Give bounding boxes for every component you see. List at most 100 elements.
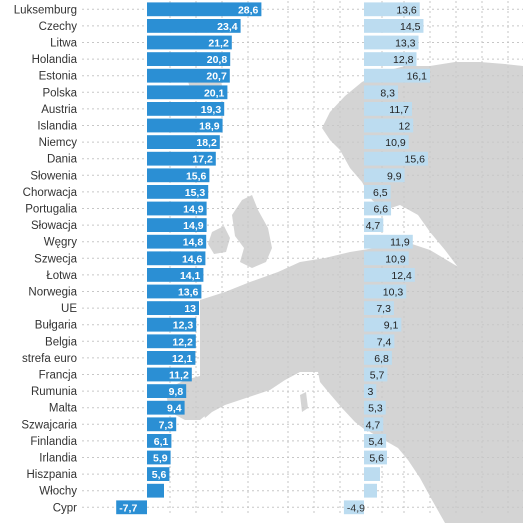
data-label-series-2: 12 <box>399 121 411 133</box>
data-label-series-2: 14,5 <box>400 21 421 33</box>
bar-series-1 <box>147 52 231 66</box>
category-label: Szwecja <box>34 253 77 265</box>
data-label-series-1: 12,2 <box>172 336 193 348</box>
data-label-series-2: 10,9 <box>385 253 406 265</box>
data-label-series-2: 9,9 <box>387 170 402 182</box>
bar-series-1 <box>147 185 209 199</box>
bar-series-2 <box>364 135 409 149</box>
data-label-series-1: 20,7 <box>206 71 227 83</box>
category-label: Szwajcaria <box>21 419 77 431</box>
category-label: Islandia <box>37 121 77 133</box>
category-label: Holandia <box>32 54 78 66</box>
data-label-series-2: 13,6 <box>396 4 417 16</box>
bar-series-1 <box>147 483 164 498</box>
data-label-series-1: 5,9 <box>153 453 168 465</box>
bar-series-1 <box>147 251 206 266</box>
data-label-series-2: 11,9 <box>390 237 410 249</box>
bar-series-2 <box>364 334 395 349</box>
data-label-series-1: 23,4 <box>217 21 238 33</box>
category-label: Irlandia <box>39 453 77 465</box>
data-label-series-2: 6,5 <box>373 187 388 199</box>
data-label-series-1: 14,9 <box>183 220 204 232</box>
bar-series-1 <box>147 268 204 282</box>
bar-series-2 <box>364 301 394 315</box>
category-label: Łotwa <box>46 270 77 282</box>
category-label: Belgia <box>45 336 78 348</box>
bar-series-2 <box>364 384 377 398</box>
bar-series-2 <box>364 268 415 282</box>
data-label-series-1: -7,7 <box>119 502 137 514</box>
data-label-series-2: 9,1 <box>384 320 399 332</box>
bar-series-2 <box>364 367 388 382</box>
bar-series-1 <box>147 168 210 183</box>
data-label-series-1: 20,8 <box>207 54 228 66</box>
category-label: Estonia <box>39 71 78 83</box>
category-label: Malta <box>49 403 78 415</box>
bar-series-1 <box>147 68 230 83</box>
data-label-series-1: 14,8 <box>183 237 204 249</box>
bar-series-2 <box>364 434 387 448</box>
bar-series-2 <box>364 417 384 432</box>
data-label-series-2: 6,8 <box>374 353 389 365</box>
data-label-series-2: 15,6 <box>405 154 426 166</box>
data-label-series-1: 17,2 <box>192 154 213 166</box>
data-label-series-1: 28,6 <box>238 4 259 16</box>
bar-series-2 <box>364 317 402 332</box>
bar-series-1 <box>147 450 171 465</box>
bar-series-1 <box>147 301 199 315</box>
data-label-series-1: 13,6 <box>178 287 199 299</box>
category-label: Bułgaria <box>35 320 78 332</box>
bar-series-1 <box>116 500 147 515</box>
bar-series-1 <box>147 317 197 332</box>
bar-series-2 <box>364 68 431 83</box>
data-label-series-1: 18,9 <box>199 121 220 133</box>
data-label-series-1: 15,3 <box>185 187 206 199</box>
data-label-series-2: 3 <box>367 386 373 398</box>
bar-series-1 <box>147 35 232 50</box>
category-label: Polska <box>42 87 77 99</box>
data-label-series-1: 5,6 <box>152 469 167 481</box>
data-label-series-2: 4,7 <box>366 419 381 431</box>
bar-series-2 <box>343 500 364 515</box>
category-label: Chorwacja <box>23 187 78 199</box>
bar-series-2 <box>364 351 392 365</box>
bar-series-2 <box>364 400 386 415</box>
bar-series-2 <box>364 185 391 199</box>
category-label: UE <box>61 303 77 315</box>
category-label: strefa euro <box>22 353 77 365</box>
bar-series-1 <box>147 218 207 232</box>
data-label-series-1: 9,8 <box>169 386 184 398</box>
bar-series-1 <box>147 102 225 116</box>
data-label-series-1: 15,6 <box>186 170 207 182</box>
bar-series-2 <box>364 467 380 481</box>
category-label: Czechy <box>39 21 78 33</box>
bar-series-2 <box>364 284 407 299</box>
bar-series-2 <box>364 118 414 133</box>
bar-series-1 <box>147 135 220 149</box>
data-label-series-2: 4,7 <box>366 220 381 232</box>
bar-series-1 <box>147 234 207 249</box>
category-label: Dania <box>47 154 78 166</box>
bar-series-2 <box>364 168 405 183</box>
bar-series-1 <box>147 284 202 299</box>
bar-series-1 <box>147 467 170 481</box>
data-label-series-2: 5,3 <box>368 403 383 415</box>
bar-series-2 <box>364 151 428 166</box>
data-label-series-1: 14,6 <box>182 253 203 265</box>
data-label-series-1: 20,1 <box>204 87 225 99</box>
series-2-bars: 13,6 14,5 13,3 12,8 16,1 8,3 11,7 12 10,9 15,69,9… <box>343 2 431 515</box>
category-label: Słowenia <box>30 170 77 182</box>
bar-series-1 <box>147 334 196 349</box>
data-label-series-1: 6,1 <box>154 436 169 448</box>
bar-series-2 <box>364 19 424 33</box>
category-label: Niemcy <box>39 137 78 149</box>
data-label-series-2: 6,6 <box>373 204 388 216</box>
data-label-series-2: 5,7 <box>370 370 385 382</box>
bar-series-2 <box>364 234 413 249</box>
bar-series-1 <box>147 400 185 415</box>
bar-series-2 <box>364 102 412 116</box>
data-label-series-1: 13 <box>184 303 196 315</box>
category-label: Litwa <box>50 38 77 50</box>
data-label-series-1: 11,2 <box>169 370 189 382</box>
